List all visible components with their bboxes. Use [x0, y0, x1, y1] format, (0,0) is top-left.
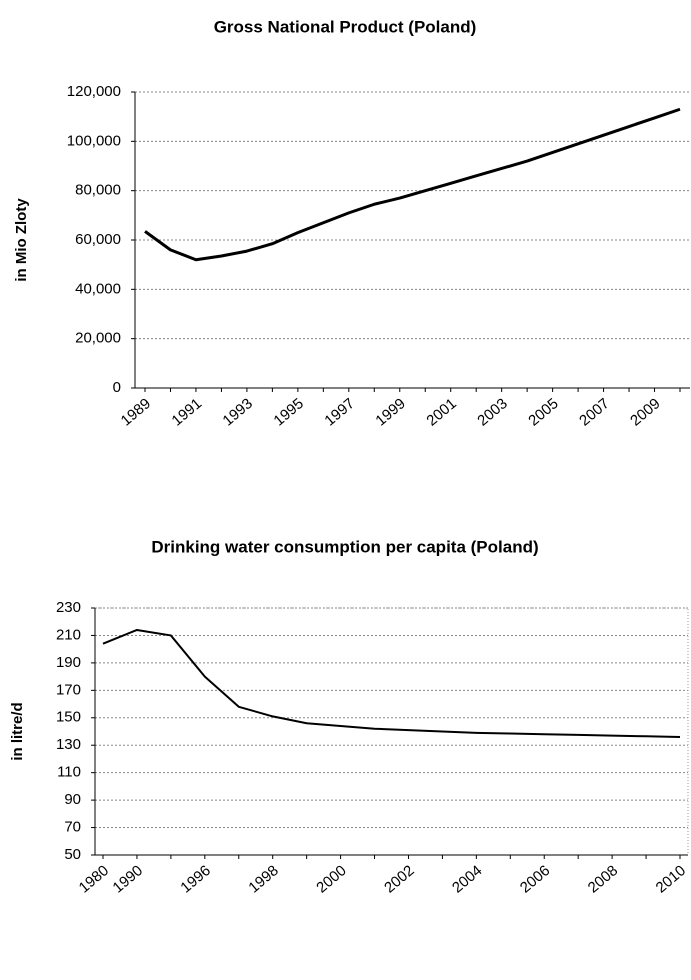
x-tick-label: 2010 [653, 862, 689, 896]
y-tick-label: 0 [113, 379, 121, 396]
y-tick-label: 210 [56, 626, 81, 643]
y-tick-label: 100,000 [67, 132, 121, 149]
y-tick-label: 150 [56, 709, 81, 726]
x-tick-label: 2007 [576, 395, 612, 429]
x-tick-label: 2004 [449, 862, 485, 896]
chart-title: Gross National Product (Poland) [214, 17, 477, 36]
y-tick-label: 70 [64, 819, 81, 836]
chart-title: Drinking water consumption per capita (P… [151, 537, 538, 556]
y-tick-label: 130 [56, 736, 81, 753]
plot-border [94, 607, 689, 856]
x-tick-label: 1989 [118, 395, 154, 429]
x-tick-label: 2005 [525, 395, 561, 429]
y-axis-label: in Mio Zloty [13, 198, 30, 282]
y-tick-label: 80,000 [75, 182, 121, 199]
y-tick-label: 60,000 [75, 231, 121, 248]
y-tick-label: 170 [56, 681, 81, 698]
x-tick-label: 2008 [585, 862, 621, 896]
x-tick-label: 1996 [177, 862, 213, 896]
x-tick-label: 2006 [517, 862, 553, 896]
x-tick-label: 1995 [270, 395, 306, 429]
x-tick-label: 1980 [76, 862, 112, 896]
x-tick-label: 2009 [627, 395, 663, 429]
x-tick-label: 1999 [372, 395, 408, 429]
y-tick-label: 20,000 [75, 330, 121, 347]
y-tick-label: 110 [57, 764, 81, 781]
y-tick-label: 40,000 [75, 280, 121, 297]
data-line [144, 107, 681, 262]
x-tick-label: 2003 [474, 395, 510, 429]
y-tick-label: 90 [64, 791, 81, 808]
x-tick-label: 1998 [245, 862, 281, 896]
y-tick-label: 50 [64, 846, 81, 863]
x-tick-label: 2001 [423, 395, 459, 429]
data-line [102, 628, 681, 738]
x-tick-label: 1991 [169, 395, 205, 429]
x-tick-label: 2002 [381, 862, 417, 896]
x-tick-label: 2000 [313, 862, 349, 896]
x-tick-label: 1997 [321, 395, 357, 429]
y-tick-label: 230 [56, 599, 81, 616]
x-tick-label: 1993 [220, 395, 256, 429]
y-axis-label: in litre/d [9, 702, 26, 760]
y-tick-label: 190 [56, 654, 81, 671]
y-tick-label: 120,000 [67, 83, 121, 100]
x-tick-label: 1990 [110, 862, 146, 896]
